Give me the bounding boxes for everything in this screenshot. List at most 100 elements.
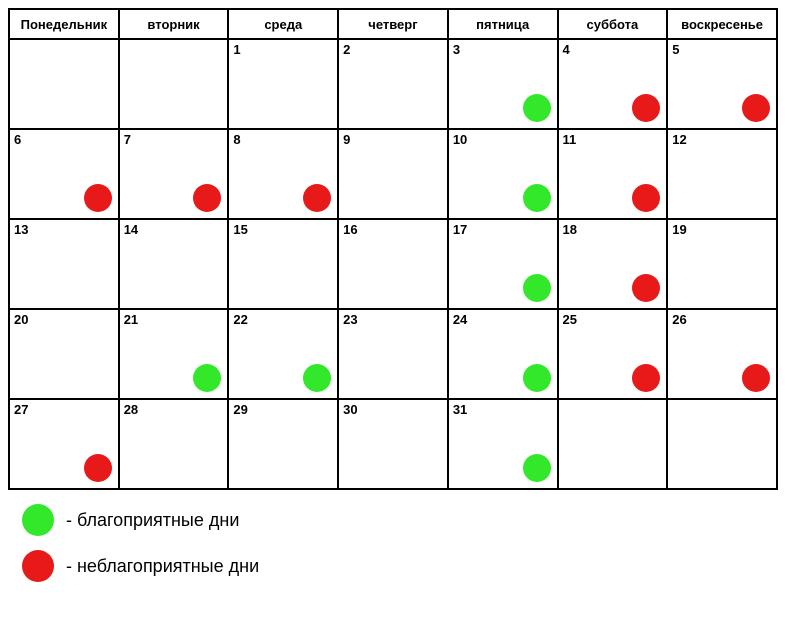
calendar-header-cell: пятница [448, 9, 558, 39]
day-number: 20 [14, 312, 28, 327]
day-number: 14 [124, 222, 138, 237]
calendar-cell: 25 [558, 309, 668, 399]
circle-icon [523, 364, 551, 392]
day-number: 17 [453, 222, 467, 237]
calendar-cell: 18 [558, 219, 668, 309]
circle-icon [84, 184, 112, 212]
calendar-header-cell: четверг [338, 9, 448, 39]
calendar-cell: 17 [448, 219, 558, 309]
calendar-cell [667, 399, 777, 489]
calendar-cell: 7 [119, 129, 229, 219]
calendar-row: 6 7 8 9 1011 12 [9, 129, 777, 219]
circle-icon [22, 550, 54, 582]
day-number: 18 [563, 222, 577, 237]
circle-icon [22, 504, 54, 536]
legend-label: - благоприятные дни [66, 510, 239, 531]
circle-icon [523, 454, 551, 482]
calendar-cell: 1 [228, 39, 338, 129]
day-number: 24 [453, 312, 467, 327]
calendar-table: Понедельник вторник среда четверг пятниц… [8, 8, 778, 490]
circle-icon [632, 94, 660, 122]
calendar-header-cell: среда [228, 9, 338, 39]
circle-icon [632, 364, 660, 392]
calendar-cell: 5 [667, 39, 777, 129]
circle-icon [742, 364, 770, 392]
circle-icon [523, 184, 551, 212]
calendar-row: 13 14 15 16 17 18 19 [9, 219, 777, 309]
calendar-cell: 10 [448, 129, 558, 219]
calendar-cell: 31 [448, 399, 558, 489]
calendar-row: 27 28 29 30 31 [9, 399, 777, 489]
day-number: 19 [672, 222, 686, 237]
header-label: воскресенье [681, 17, 763, 32]
circle-icon [742, 94, 770, 122]
calendar-container: Понедельник вторник среда четверг пятниц… [8, 8, 778, 582]
calendar-cell [119, 39, 229, 129]
day-number: 25 [563, 312, 577, 327]
day-number: 2 [343, 42, 350, 57]
day-number: 23 [343, 312, 357, 327]
legend-item-favorable: - благоприятные дни [22, 504, 778, 536]
calendar-cell: 24 [448, 309, 558, 399]
calendar-header-cell: воскресенье [667, 9, 777, 39]
calendar-cell: 26 [667, 309, 777, 399]
day-number: 22 [233, 312, 247, 327]
calendar-row: 20 21 22 23 24 25 26 [9, 309, 777, 399]
calendar-cell: 8 [228, 129, 338, 219]
day-number: 5 [672, 42, 679, 57]
day-number: 9 [343, 132, 350, 147]
day-number: 7 [124, 132, 131, 147]
day-number: 16 [343, 222, 357, 237]
calendar-cell: 9 [338, 129, 448, 219]
header-label: среда [264, 17, 302, 32]
calendar-header-cell: суббота [558, 9, 668, 39]
day-number: 1 [233, 42, 240, 57]
calendar-cell: 27 [9, 399, 119, 489]
header-label: пятница [476, 17, 529, 32]
calendar-cell: 21 [119, 309, 229, 399]
header-label: вторник [147, 17, 199, 32]
calendar-cell: 19 [667, 219, 777, 309]
day-number: 4 [563, 42, 570, 57]
calendar-cell: 11 [558, 129, 668, 219]
day-number: 31 [453, 402, 467, 417]
legend-label: - неблагоприятные дни [66, 556, 259, 577]
day-number: 27 [14, 402, 28, 417]
calendar-cell: 12 [667, 129, 777, 219]
day-number: 3 [453, 42, 460, 57]
day-number: 26 [672, 312, 686, 327]
legend: - благоприятные дни - неблагоприятные дн… [8, 504, 778, 582]
calendar-row: 1 2 3 4 5 [9, 39, 777, 129]
calendar-cell [9, 39, 119, 129]
day-number: 30 [343, 402, 357, 417]
header-label: суббота [587, 17, 639, 32]
calendar-cell [558, 399, 668, 489]
calendar-cell: 13 [9, 219, 119, 309]
calendar-cell: 6 [9, 129, 119, 219]
calendar-cell: 22 [228, 309, 338, 399]
day-number: 15 [233, 222, 247, 237]
circle-icon [303, 364, 331, 392]
day-number: 8 [233, 132, 240, 147]
calendar-cell: 4 [558, 39, 668, 129]
calendar-body: 1234567891011121314151617181920212223242… [9, 39, 777, 489]
circle-icon [193, 184, 221, 212]
legend-item-unfavorable: - неблагоприятные дни [22, 550, 778, 582]
calendar-cell: 30 [338, 399, 448, 489]
calendar-cell: 3 [448, 39, 558, 129]
day-number: 29 [233, 402, 247, 417]
calendar-cell: 28 [119, 399, 229, 489]
day-number: 6 [14, 132, 21, 147]
calendar-cell: 29 [228, 399, 338, 489]
circle-icon [193, 364, 221, 392]
calendar-header-cell: Понедельник [9, 9, 119, 39]
day-number: 12 [672, 132, 686, 147]
day-number: 28 [124, 402, 138, 417]
circle-icon [632, 184, 660, 212]
calendar-cell: 20 [9, 309, 119, 399]
calendar-cell: 16 [338, 219, 448, 309]
circle-icon [303, 184, 331, 212]
circle-icon [632, 274, 660, 302]
calendar-cell: 14 [119, 219, 229, 309]
circle-icon [84, 454, 112, 482]
